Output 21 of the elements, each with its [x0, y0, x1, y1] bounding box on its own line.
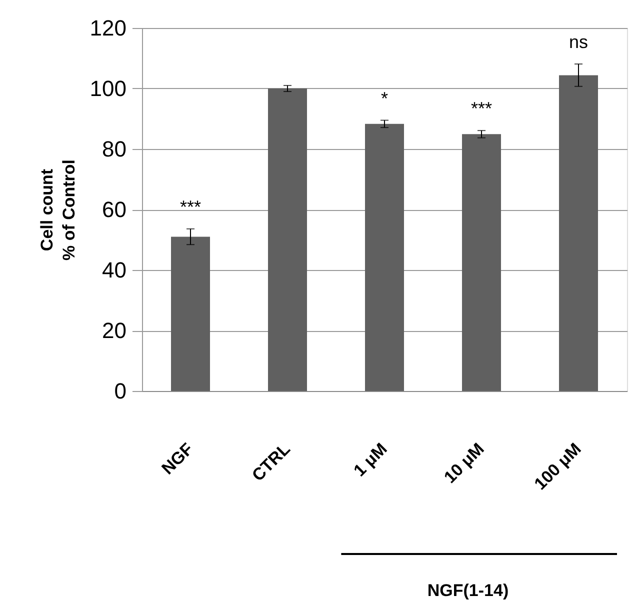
x-tick-label: 10 μM	[440, 439, 488, 487]
y-tick-label: 100	[90, 76, 126, 101]
y-tick-label: 20	[102, 318, 126, 343]
text: NGF(1-14)	[427, 581, 509, 600]
y-tick-label: 80	[102, 136, 126, 162]
y-tick-label: 40	[102, 258, 126, 282]
annotation: ***	[180, 196, 202, 217]
x-tick-label: 1 μM	[350, 439, 391, 480]
annotation: *	[380, 88, 388, 108]
bar	[268, 88, 307, 391]
bar	[559, 75, 598, 391]
y-tick-label: 0	[114, 378, 126, 404]
y-tick-label: 60	[102, 197, 126, 222]
y-tick-label: 120	[90, 16, 126, 40]
bar	[462, 134, 501, 391]
annotation: ns	[568, 32, 588, 52]
bar	[365, 124, 404, 391]
y-axis-title: Cell count % of Control	[38, 159, 78, 261]
x-tick-label: 100 μM	[530, 439, 585, 494]
annotation: ***	[470, 98, 492, 119]
bar	[171, 236, 210, 391]
